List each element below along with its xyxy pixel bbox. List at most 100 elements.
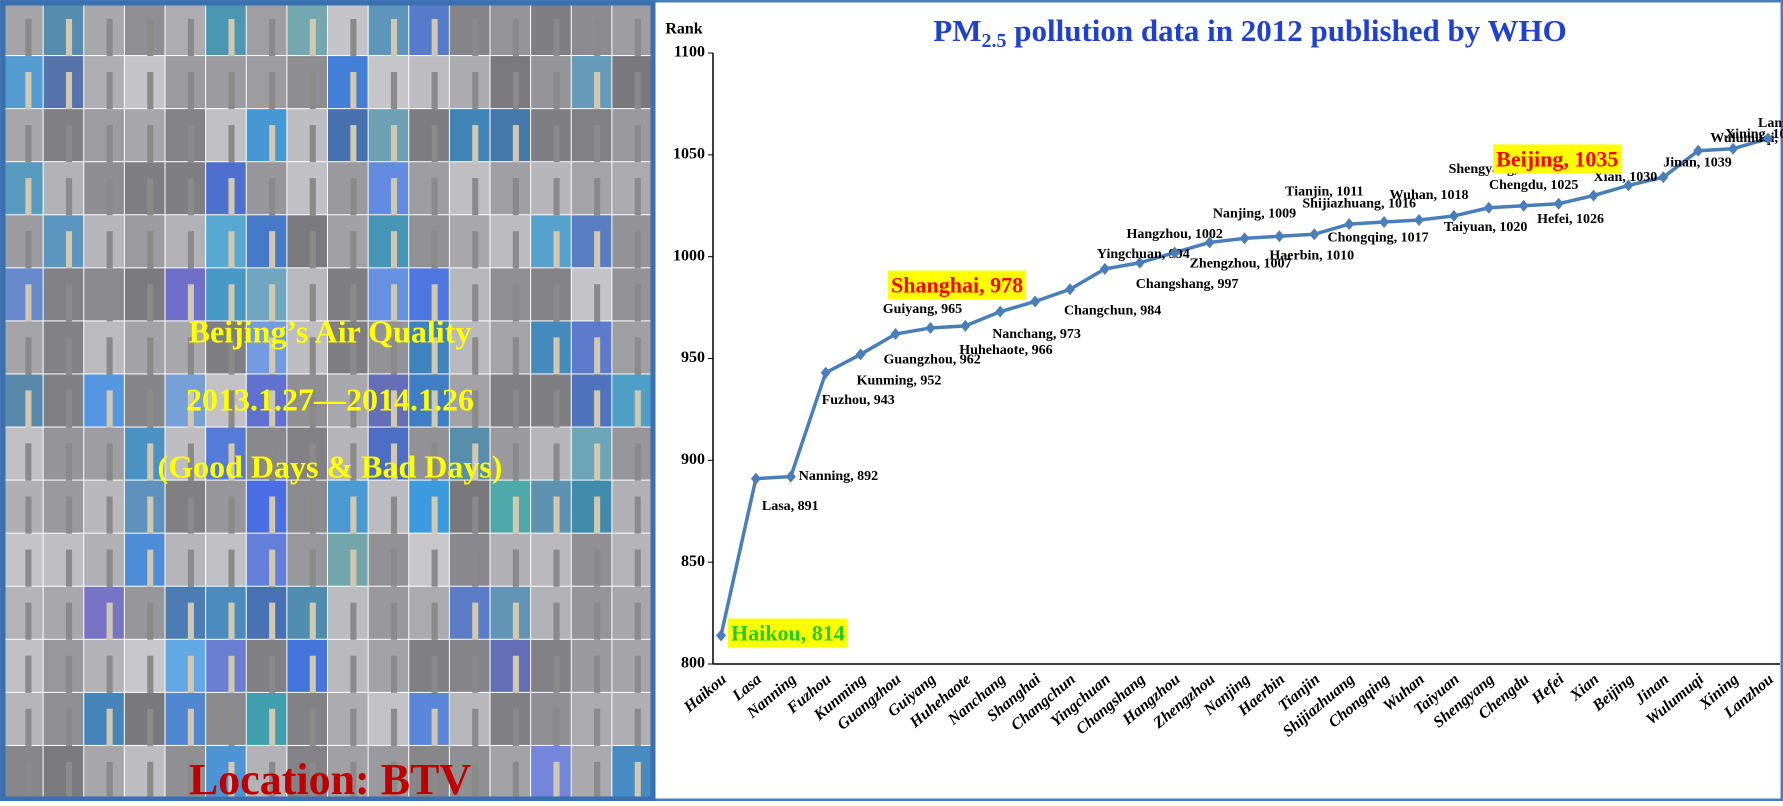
photo-tile: [165, 162, 206, 215]
photo-building: [65, 18, 73, 57]
photo-tile: [531, 56, 571, 109]
y-tick-label: 800: [681, 655, 705, 672]
photo-tile: [490, 480, 531, 533]
photo-tile: [43, 268, 84, 321]
photo-tile: [246, 215, 287, 268]
photo-tile: [328, 374, 368, 427]
photo-building: [65, 178, 73, 216]
photo-tile: [368, 427, 409, 480]
photo-tile: [531, 3, 571, 56]
photo-building: [350, 231, 357, 269]
photo-building: [431, 602, 438, 640]
photo-building: [106, 602, 113, 640]
photo-building: [431, 496, 438, 534]
photo-tile: [449, 321, 490, 374]
photo-tile: [449, 480, 490, 533]
photo-building: [309, 549, 316, 587]
photo-building: [594, 708, 601, 746]
photo-tile: [124, 268, 165, 321]
photo-tile: [328, 639, 368, 692]
data-label: Guangzhou, 962: [884, 352, 981, 367]
photo-tile: [124, 56, 165, 109]
photo-building: [269, 125, 276, 163]
photo-building: [594, 549, 601, 587]
photo-tile: [531, 268, 571, 321]
photo-building: [187, 761, 194, 799]
photo-tile: [124, 745, 165, 798]
photo-tile: [531, 480, 571, 533]
photo-building: [228, 602, 235, 640]
photo-tile: [531, 374, 571, 427]
photo-building: [431, 18, 438, 57]
photo-building: [269, 443, 276, 481]
photo-building: [147, 602, 154, 640]
photo-building: [65, 496, 73, 534]
photo-tile: [449, 56, 490, 109]
photo-building: [25, 337, 32, 375]
data-label: Shanghai, 978: [891, 273, 1023, 298]
photo-tile: [490, 374, 531, 427]
photo-tile: [84, 215, 124, 268]
data-label: Xian, 1030: [1594, 170, 1658, 185]
photo-tile: [612, 215, 652, 268]
photo-building: [65, 125, 73, 163]
photo-building: [187, 71, 194, 110]
photo-tile: [328, 745, 368, 798]
photo-building: [309, 284, 316, 322]
photo-building: [512, 337, 519, 375]
photo-tile: [43, 639, 84, 692]
data-label: Changshang, 997: [1136, 277, 1239, 292]
photo-building: [512, 125, 519, 163]
photo-building: [147, 125, 154, 163]
photo-building: [106, 390, 113, 428]
photo-building: [106, 708, 113, 746]
title-part: PM: [933, 13, 981, 48]
photo-tile: [612, 109, 652, 162]
data-label: Chengdu, 1025: [1489, 178, 1578, 193]
photo-building: [106, 125, 113, 163]
photo-building: [553, 602, 560, 640]
photo-tile: [571, 692, 612, 745]
photo-building: [25, 496, 32, 534]
photo-tile: [612, 533, 652, 586]
photo-tile: [490, 162, 531, 215]
photo-tile: [3, 480, 43, 533]
photo-tile: [328, 586, 368, 639]
photo-tile: [612, 268, 652, 321]
photo-tile: [409, 533, 449, 586]
data-point: [1623, 179, 1634, 192]
photo-building: [431, 655, 438, 693]
photo-tile: [409, 321, 449, 374]
photo-building: [634, 337, 641, 375]
photo-tile: [84, 162, 124, 215]
photo-tile: [3, 109, 43, 162]
photo-tile: [206, 639, 246, 692]
photo-caption: 2013.1.27—2014.1.26: [186, 381, 474, 417]
photo-tile: [612, 639, 652, 692]
photo-tile: [124, 374, 165, 427]
data-label: Lasa, 891: [762, 499, 819, 514]
photo-building: [390, 655, 398, 693]
photo-building: [187, 178, 194, 216]
photo-building: [472, 337, 479, 375]
photo-tile: [3, 427, 43, 480]
photo-building: [147, 390, 154, 428]
photo-building: [147, 496, 154, 534]
photo-building: [553, 125, 560, 163]
photo-building: [25, 231, 32, 269]
photo-tile: [612, 374, 652, 427]
photo-tile: [84, 427, 124, 480]
photo-tile: [246, 639, 287, 692]
photo-tile: [124, 586, 165, 639]
photo-tile: [84, 374, 124, 427]
photo-building: [269, 337, 276, 375]
photo-tile: [3, 745, 43, 798]
photo-building: [106, 496, 113, 534]
photo-building: [390, 71, 398, 110]
y-tick-label: 950: [681, 349, 705, 366]
photo-tile: [571, 639, 612, 692]
photo-building: [187, 602, 194, 640]
photo-tile: [3, 56, 43, 109]
photo-building: [594, 496, 601, 534]
